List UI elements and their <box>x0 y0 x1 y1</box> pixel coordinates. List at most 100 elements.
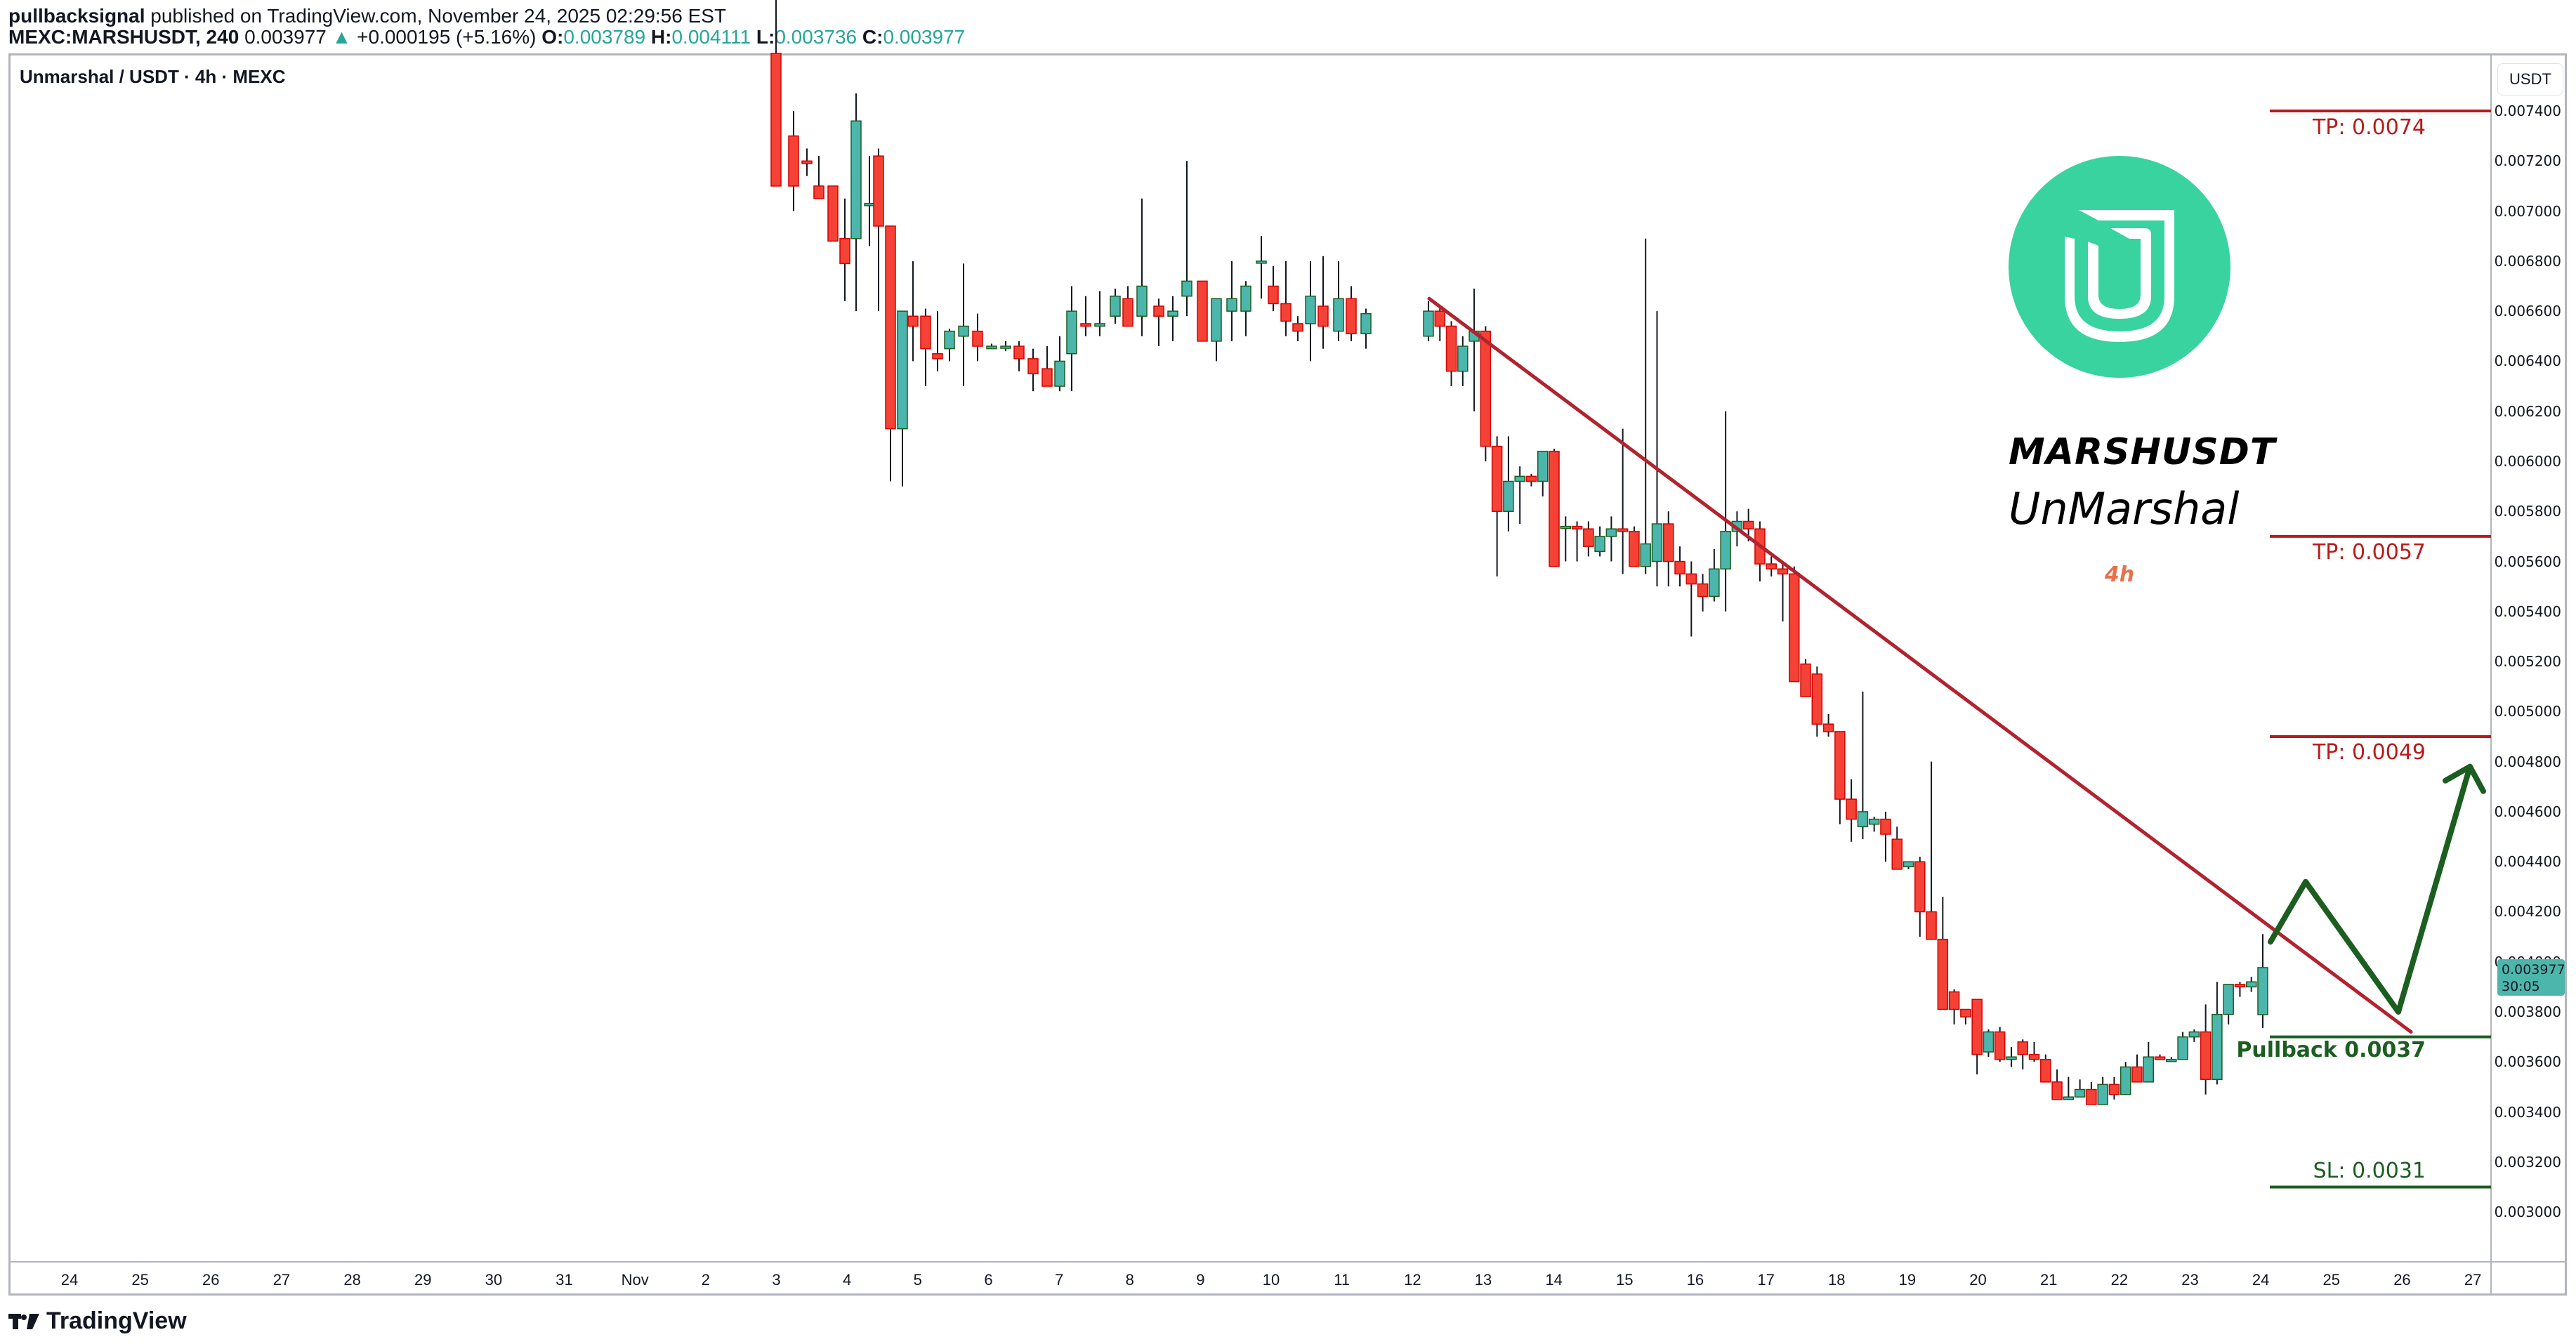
price-tick: 0.005800 <box>2494 503 2561 520</box>
low-label: L: <box>756 26 775 48</box>
time-tick: 29 <box>414 1271 432 1289</box>
high-label: H: <box>650 26 672 48</box>
time-tick: 19 <box>1898 1271 1917 1289</box>
price-tick: 0.005200 <box>2494 653 2561 671</box>
price-tick: 0.006400 <box>2494 353 2561 370</box>
author-name[interactable]: pullbacksignal <box>8 5 145 27</box>
tradingview-logo-text: TradingView <box>46 1307 187 1334</box>
time-tick: 24 <box>2252 1271 2270 1289</box>
publish-text: published on TradingView.com, November 2… <box>145 5 727 27</box>
tradingview-logo[interactable]: TradingView <box>8 1307 187 1335</box>
price-tick: 0.005400 <box>2494 602 2561 620</box>
time-tick: 27 <box>272 1271 291 1289</box>
brand-name: UnMarshal <box>2009 483 2240 534</box>
price-tick: 0.003600 <box>2494 1053 2561 1071</box>
time-tick: 25 <box>131 1271 149 1289</box>
high-value: 0.004111 <box>671 26 751 48</box>
brand-timeframe: 4h <box>2104 562 2135 587</box>
chart-legend[interactable]: Unmarshal / USDT · 4h · MEXC <box>20 66 286 87</box>
price-tick: 0.007400 <box>2494 103 2561 119</box>
time-tick: 11 <box>1334 1271 1351 1289</box>
time-tick: 26 <box>202 1271 220 1289</box>
last-price: 0.003977 <box>244 26 327 48</box>
tp2-label: TP: 0.0057 <box>2312 540 2426 565</box>
price-tick: 0.003200 <box>2494 1153 2561 1171</box>
time-tick: 27 <box>2464 1271 2482 1289</box>
time-tick: 28 <box>343 1271 361 1289</box>
currency-button[interactable]: USDT <box>2497 63 2563 95</box>
price-tick: 0.007200 <box>2494 152 2561 170</box>
ohlc-bar: MEXC:MARSHUSDT, 240 0.003977 ▲ +0.000195… <box>8 25 965 49</box>
open-label: O: <box>541 26 564 48</box>
stop-loss-label: SL: 0.0031 <box>2313 1159 2426 1183</box>
time-tick: 18 <box>1828 1271 1846 1289</box>
time-tick: 31 <box>556 1271 573 1289</box>
chart-frame[interactable] <box>8 53 2567 1296</box>
time-tick: 15 <box>1616 1271 1634 1289</box>
open-value: 0.003789 <box>563 26 646 48</box>
pullback-label: Pullback 0.0037 <box>2236 1038 2426 1062</box>
price-tick: 0.003400 <box>2494 1103 2561 1121</box>
time-tick: 10 <box>1262 1271 1280 1289</box>
time-tick: 5 <box>913 1271 922 1289</box>
price-change: +0.000195 (+5.16%) <box>357 26 537 48</box>
time-tick: 17 <box>1757 1271 1775 1289</box>
level-lines <box>2270 110 2491 1189</box>
time-tick: 25 <box>2322 1271 2341 1289</box>
time-tick: 23 <box>2181 1271 2199 1289</box>
tradingview-logo-icon <box>8 1313 39 1329</box>
time-tick: 26 <box>2393 1271 2411 1289</box>
low-value: 0.003736 <box>775 26 857 48</box>
current-price: 0.003977 <box>2502 962 2565 977</box>
time-tick: 16 <box>1686 1271 1704 1289</box>
time-tick: 30 <box>485 1271 503 1289</box>
time-tick: 7 <box>1054 1271 1064 1289</box>
time-tick: 3 <box>772 1271 781 1289</box>
price-tick: 0.003000 <box>2494 1204 2561 1221</box>
time-tick: 22 <box>2110 1271 2129 1289</box>
close-value: 0.003977 <box>883 26 966 48</box>
time-tick: Nov <box>621 1271 649 1289</box>
time-tick: 21 <box>2039 1271 2058 1289</box>
tp3-label: TP: 0.0074 <box>2312 115 2426 140</box>
time-tick: 14 <box>1545 1271 1563 1289</box>
price-tick: 0.004800 <box>2494 753 2561 770</box>
price-tick: 0.005000 <box>2494 703 2561 720</box>
price-tick: 0.004200 <box>2494 903 2561 921</box>
price-tick: 0.006600 <box>2494 303 2561 320</box>
symbol-label: MEXC:MARSHUSDT, 240 <box>8 26 239 48</box>
projection-path[interactable] <box>2268 763 2473 1015</box>
price-tick: 0.005600 <box>2494 553 2561 570</box>
up-arrow-icon: ▲ <box>331 26 352 48</box>
brand-block: MARSHUSDT UnMarshal 4h <box>2009 156 2276 587</box>
price-tick: 0.004600 <box>2494 803 2561 820</box>
price-tick: 0.006000 <box>2494 452 2561 470</box>
price-tick: 0.006200 <box>2494 402 2561 420</box>
time-tick: 24 <box>60 1271 79 1289</box>
arrow-up-icon <box>2443 763 2486 794</box>
price-tick: 0.006800 <box>2494 252 2561 270</box>
time-tick: 9 <box>1196 1271 1205 1289</box>
bar-countdown: 30:05 <box>2502 979 2540 994</box>
price-tick: 0.003800 <box>2494 1003 2561 1021</box>
current-price-tag: 0.003977 30:05 <box>2497 959 2565 996</box>
time-tick: 20 <box>1969 1271 1987 1289</box>
publish-info: pullbacksignal published on TradingView.… <box>8 4 726 28</box>
price-tick: 0.004400 <box>2494 853 2561 871</box>
price-tick: 0.007000 <box>2494 202 2561 220</box>
close-label: C: <box>862 26 883 48</box>
time-tick: 8 <box>1125 1271 1134 1289</box>
tp1-label: TP: 0.0049 <box>2312 740 2426 765</box>
time-tick: 2 <box>701 1271 710 1289</box>
time-tick: 12 <box>1404 1271 1421 1289</box>
time-tick: 4 <box>843 1271 852 1289</box>
candlestick-series <box>1423 238 2268 1105</box>
trendline[interactable] <box>1427 296 2413 1034</box>
historic-candles <box>770 0 1372 487</box>
time-tick: 6 <box>984 1271 993 1289</box>
price-axis[interactable]: 0.007400 0.007200 0.007000 0.006800 0.006600… <box>2491 53 2567 1262</box>
brand-ticker: MARSHUSDT <box>2009 431 2276 473</box>
unmarshal-logo-icon <box>2009 156 2230 378</box>
time-tick: 13 <box>1474 1271 1492 1289</box>
